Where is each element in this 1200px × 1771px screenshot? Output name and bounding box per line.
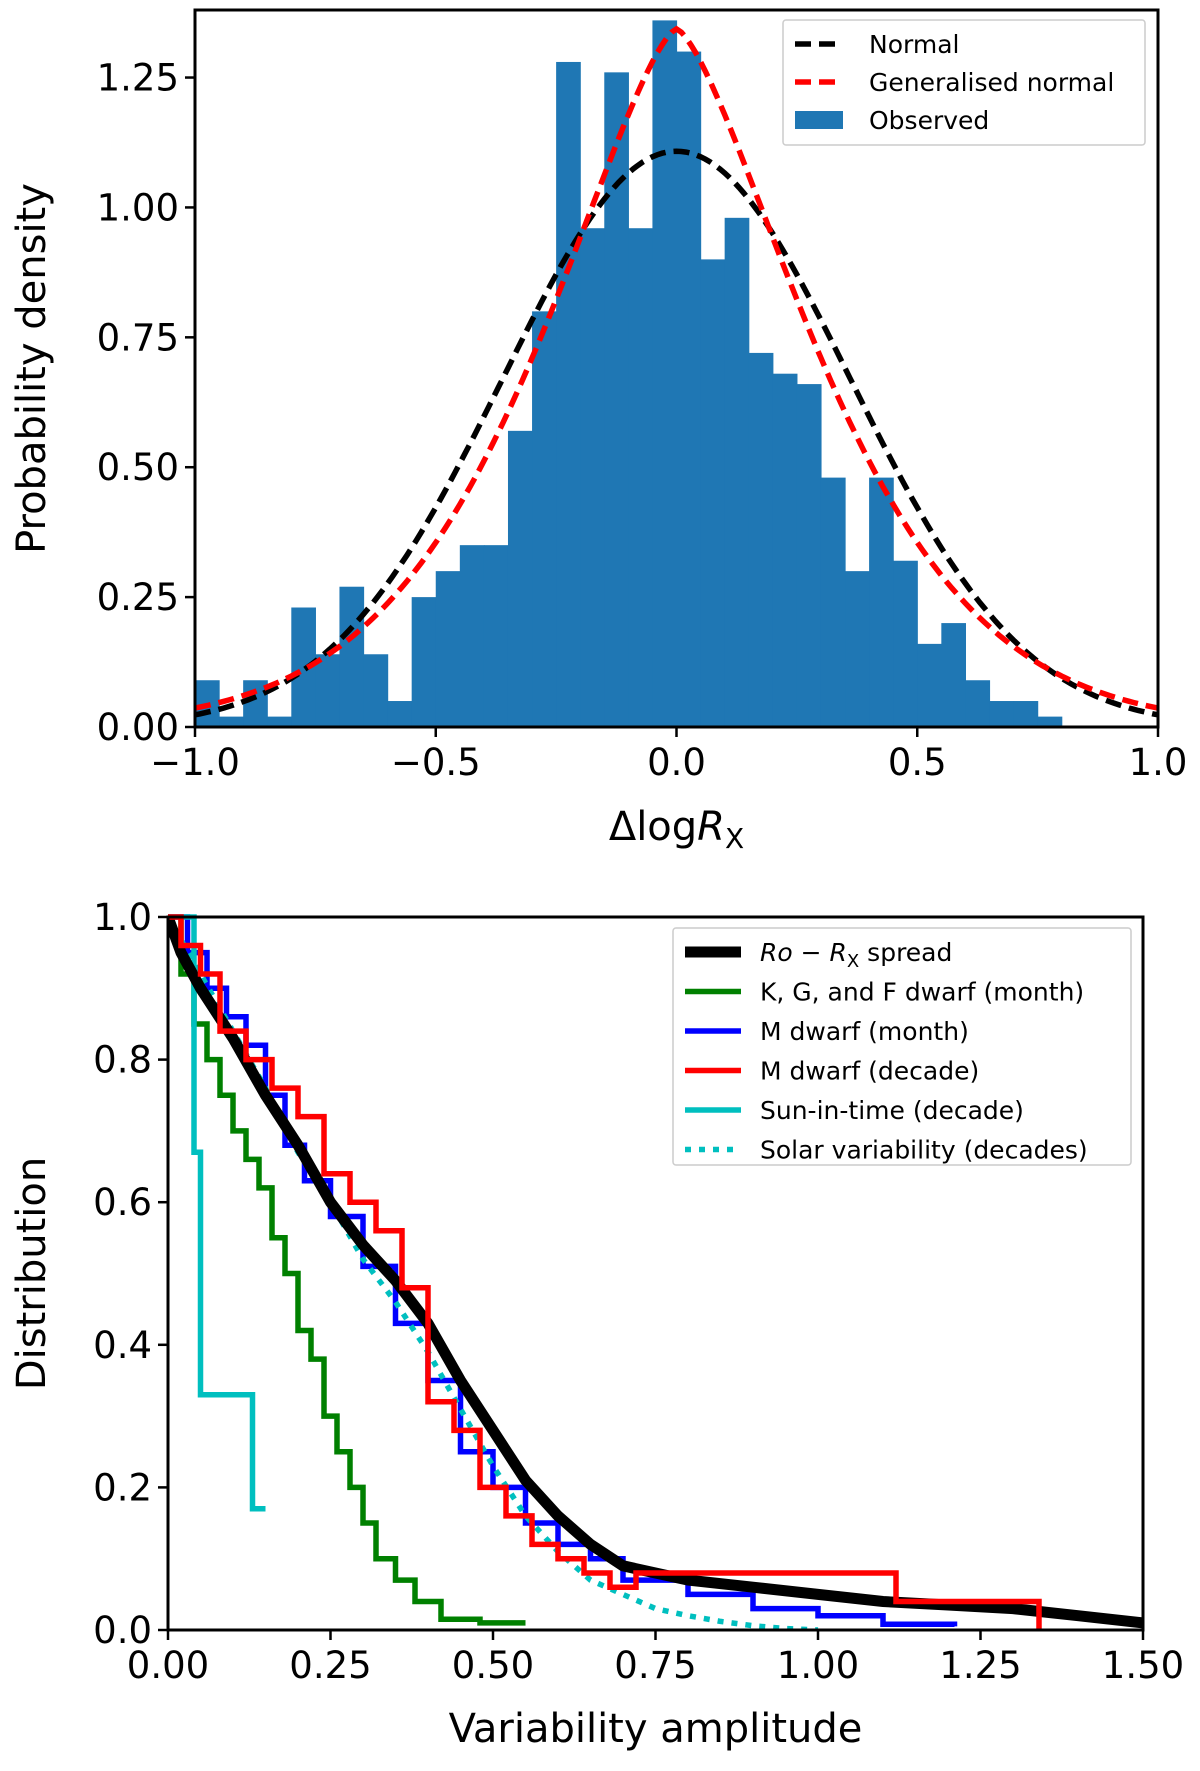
x-axis-label: ΔlogRX [609,804,744,855]
histogram-bar [845,571,870,727]
x-axis-label: Variability amplitude [449,1706,863,1752]
histogram-chart: −1.0 −0.5 0.0 0.5 1.0 0.00 0.25 0.50 0.75 1.00 1.2… [9,8,1188,855]
histogram-bar [315,654,341,727]
y-tick-label: 0.50 [97,446,179,489]
legend-label: Solar variability (decades) [760,1136,1088,1165]
y-tick-label: 0.4 [93,1324,152,1367]
histogram-bar [483,545,509,727]
y-tick-label: 1.0 [93,896,152,939]
x-tick-label: 0.50 [452,1644,534,1687]
legend-label: Generalised normal [869,68,1114,97]
x-tick-label: 0.75 [614,1644,696,1687]
histogram-bar [507,430,533,727]
legend-label: Sun-in-time (decade) [760,1096,1024,1125]
histogram-bar [820,477,846,727]
histogram-bar [556,61,581,727]
legend-label: Observed [869,106,989,135]
histogram-bar [459,545,485,727]
histogram-bar [580,228,605,727]
legend-label: Normal [869,30,959,59]
y-axis-label: Distribution [9,1157,55,1390]
legend-label: M dwarf (month) [760,1017,969,1046]
series-line-sun-in-time-decade [168,914,266,1512]
histogram-bar [219,716,244,727]
histogram-bar [411,597,437,727]
legend-label: Ro − RX spread [760,938,952,972]
x-tick-label: 0.25 [289,1644,371,1687]
fit-curves [195,25,1158,718]
legend: Normal Generalised normal Observed [782,19,1146,146]
y-tick-label: 0.6 [93,1181,152,1224]
histogram-bar [748,352,774,727]
x-tick-label: 0.0 [647,741,706,784]
series-line-kgf-dwarf-month [168,914,526,1626]
histogram-bar [1013,701,1039,727]
histogram-bar [676,51,702,727]
legend: Ro − RX spread K, G, and F dwarf (month) M… [672,927,1132,1166]
histogram-bar [869,477,894,727]
y-tick-label: 1.25 [97,57,179,100]
histogram-bar [700,259,726,727]
series-line-generalised-normal [195,25,1158,711]
x-tick-label: 1.25 [939,1644,1021,1687]
series-lines [168,914,1143,1630]
y-axis-label: Probability density [9,183,55,554]
histogram-bar [363,654,389,727]
series-line-ro-rx-spread [168,915,1143,1629]
x-tick-label: −0.5 [391,741,481,784]
histogram-bar [435,571,461,727]
histogram-bar [628,228,654,727]
histogram-bar [724,217,750,727]
x-tick-label: −1.0 [150,741,240,784]
histogram-bar [1037,716,1063,727]
y-tick-label: 0.00 [97,706,179,749]
histogram-bar [965,680,991,727]
y-tick-label: 1.00 [97,186,179,229]
legend-box [782,19,1146,146]
histogram-bar [941,623,966,727]
histogram-bar [893,560,918,727]
legend-label: M dwarf (decade) [760,1057,979,1086]
y-tick-label: 0.25 [97,576,179,619]
histogram-bar [532,311,557,727]
histogram-bar [989,701,1015,727]
histogram-bar [267,716,292,727]
x-tick-label: 1.00 [777,1644,859,1687]
y-tick-label: 0.8 [93,1039,152,1082]
y-tick-label: 0.0 [93,1609,152,1652]
y-tick-label: 0.75 [97,316,179,359]
series-line-m-dwarf-decade [168,914,1042,1630]
histogram-bar [917,643,942,727]
series-line-normal [195,148,1158,718]
histogram-bar [243,680,268,727]
legend-label: K, G, and F dwarf (month) [760,978,1084,1007]
legend-swatch-observed [795,111,843,129]
histogram-bar [772,373,798,727]
histogram-bar [652,20,678,727]
series-line-solar-variability-decades [168,915,819,1630]
x-tick-label: 1.50 [1102,1644,1184,1687]
legend-box [672,927,1132,1166]
histogram-bar [387,701,413,727]
x-tick-label: 0.00 [127,1644,209,1687]
x-tick-label: 0.5 [888,741,947,784]
y-tick-label: 0.2 [93,1466,152,1509]
x-tick-label: 1.0 [1129,741,1188,784]
histogram-bar [339,586,365,727]
cdf-chart: 0.00 0.25 0.50 0.75 1.00 1.25 1.50 0.0 0.2 0.4 0.6… [9,896,1184,1752]
histogram-bar [796,384,822,727]
